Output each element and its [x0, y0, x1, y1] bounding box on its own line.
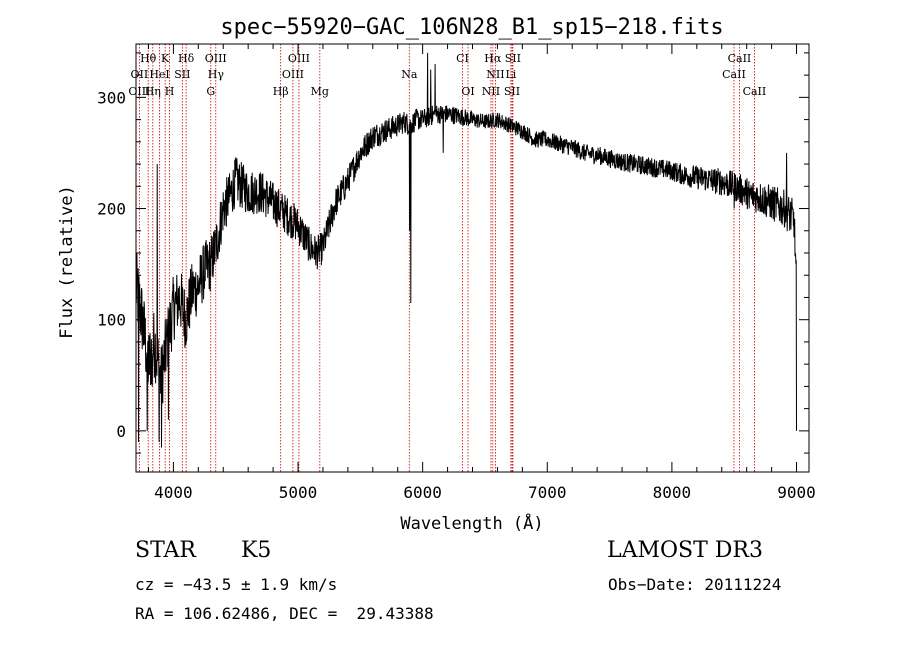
x-tick-label: 9000: [777, 483, 816, 502]
line-annotation: Na: [401, 68, 418, 81]
line-annotation: Hα: [484, 52, 502, 65]
y-tick-label: 200: [97, 200, 126, 219]
line-annotation: Mg: [311, 85, 329, 98]
line-annotation: OIII: [128, 85, 150, 98]
chart-title: spec−55920−GAC_106N28_B1_sp15−218.fits: [220, 15, 723, 40]
x-tick-label: 8000: [653, 483, 692, 502]
y-tick-label: 300: [97, 88, 126, 107]
y-axis-label: Flux (relative): [57, 185, 77, 339]
spectrum-layer: [135, 52, 797, 448]
line-annotation: Hη: [145, 85, 161, 98]
line-annotation: OIII: [205, 52, 227, 65]
velocity-readout: cz = −43.5 ± 1.9 km/s: [135, 575, 338, 594]
line-annotation: SII: [174, 68, 190, 81]
subclass-label: K5: [241, 538, 272, 563]
line-annotation: OII: [131, 68, 149, 81]
line-annotation: H: [165, 85, 175, 98]
plot-frame: [135, 43, 810, 473]
line-annotation: SII: [504, 85, 520, 98]
obs-date-readout: Obs−Date: 20111224: [608, 575, 782, 594]
line-annotation: OIII: [282, 68, 304, 81]
line-annotation: OIII: [288, 52, 310, 65]
class-label: STAR: [135, 538, 196, 563]
line-annotation: HeI: [149, 68, 169, 81]
line-annotation: OI: [461, 85, 474, 98]
axis-layer: 4000 5000 6000 7000 8000 9000 0 100 200 300: [97, 44, 816, 502]
line-annotation: SII: [505, 52, 521, 65]
line-annotation: NII: [482, 85, 500, 98]
coordinates-readout: RA = 106.62486, DEC = 29.43388: [135, 604, 434, 623]
x-tick-label: 6000: [403, 483, 442, 502]
line-annotation: CaII: [722, 68, 746, 81]
line-annotation: Hδ: [178, 52, 195, 65]
spectrum-line: [135, 52, 797, 448]
x-tick-label: 5000: [279, 483, 318, 502]
line-annotation: Hγ: [208, 68, 225, 81]
line-annotation: Li: [505, 68, 516, 81]
x-tick-label: 7000: [528, 483, 567, 502]
line-annotation: CaII: [743, 85, 767, 98]
line-annotation: CaII: [728, 52, 752, 65]
x-tick-label: 4000: [154, 483, 193, 502]
line-annotation: NII: [486, 68, 504, 81]
y-tick-label: 0: [116, 422, 126, 441]
line-annotation: K: [161, 52, 170, 65]
x-axis-label: Wavelength (Å): [400, 512, 543, 534]
survey-label: LAMOST DR3: [607, 538, 763, 563]
line-annotation: CI: [456, 52, 469, 65]
y-tick-label: 100: [97, 311, 126, 330]
line-annotation: Hβ: [273, 85, 289, 98]
line-annotation: Hθ: [140, 52, 157, 65]
line-annotation: G: [206, 85, 215, 98]
